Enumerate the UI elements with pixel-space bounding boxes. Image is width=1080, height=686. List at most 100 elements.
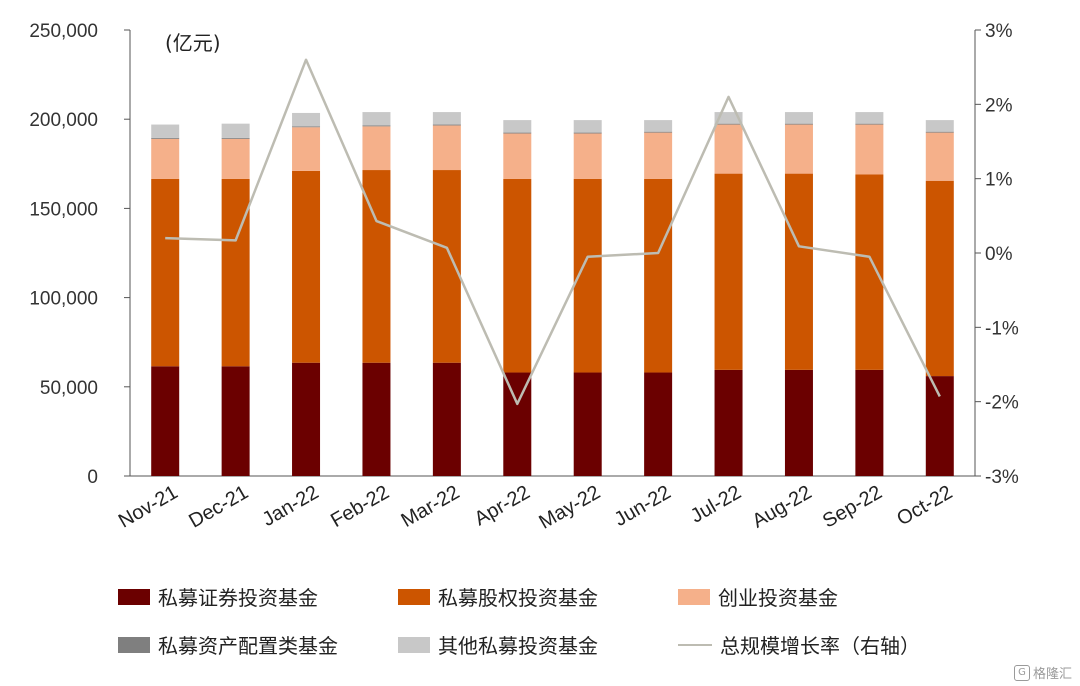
legend-swatch [398, 588, 430, 605]
x-tick-label: Jul-22 [687, 481, 745, 527]
bar-segment-1 [151, 366, 180, 476]
left-tick-label: 0 [87, 467, 98, 488]
legend-item-allocation: 私募资产配置类基金 [118, 630, 338, 659]
left-tick-label: 150,000 [29, 199, 98, 220]
legend-label: 私募证券投资基金 [158, 586, 318, 610]
legend-item-growth: 总规模增长率（右轴） [678, 630, 920, 659]
x-tick-label: Jun-22 [611, 481, 675, 531]
bar-segment-5 [784, 112, 813, 124]
bar-segment-4 [362, 125, 391, 127]
bar-segment-5 [714, 112, 743, 124]
growth-line [165, 58, 941, 406]
bar-segment-4 [503, 132, 532, 134]
legend-item-equity: 私募股权投资基金 [398, 582, 598, 611]
right-tick-label: 0% [985, 244, 1013, 265]
bar-segment-5 [573, 120, 602, 133]
bar-segment-3 [151, 138, 180, 179]
legend-label: 创业投资基金 [718, 586, 838, 610]
right-tick-label: 2% [985, 95, 1013, 116]
bar-segment-1 [503, 372, 532, 476]
legend-swatch [678, 588, 710, 605]
bar-segment-4 [644, 131, 673, 133]
bar-segment-5 [925, 120, 954, 132]
legend-item-other: 其他私募投资基金 [398, 630, 598, 659]
right-tick-label: -1% [985, 318, 1019, 339]
bar-segment-3 [855, 124, 884, 175]
unit-label: (亿元) [165, 31, 221, 55]
legend-line-swatch [678, 643, 712, 646]
bar-segment-2 [644, 178, 673, 373]
right-tick-label: -2% [985, 393, 1019, 414]
bar-segment-4 [855, 123, 884, 125]
right-tick-label: 1% [985, 170, 1013, 191]
bar-segment-1 [855, 369, 884, 476]
bar-segment-3 [432, 125, 461, 171]
legend-item-securities: 私募证券投资基金 [118, 582, 318, 611]
x-tick-label: Sep-22 [819, 481, 886, 532]
bar-segment-1 [292, 362, 321, 476]
x-tick-label: Dec-21 [185, 481, 252, 532]
bar-segment-2 [151, 178, 180, 367]
bar-segment-5 [432, 112, 461, 125]
bar-segment-3 [362, 126, 391, 171]
x-tick-label: Mar-22 [398, 481, 464, 532]
bar-segment-4 [432, 124, 461, 126]
bar-segment-5 [151, 124, 180, 138]
bars [151, 112, 954, 476]
bar-segment-3 [221, 138, 250, 179]
legend-label: 其他私募投资基金 [438, 634, 598, 658]
bar-segment-2 [925, 180, 954, 377]
bar-segment-3 [503, 133, 532, 179]
watermark: G 格隆汇 [1013, 663, 1072, 682]
left-tick-label: 100,000 [29, 289, 98, 310]
bar-segment-5 [292, 112, 321, 127]
bar-segment-2 [503, 178, 532, 373]
growth-rate-line [165, 58, 941, 406]
bar-segment-1 [784, 369, 813, 476]
legend-label: 私募股权投资基金 [438, 586, 598, 610]
bar-segment-1 [432, 362, 461, 476]
bar-segment-4 [714, 123, 743, 125]
bar-segment-3 [925, 132, 954, 181]
legend-swatch [118, 636, 150, 653]
right-tick-label: 3% [985, 21, 1013, 42]
x-tick-label: Aug-22 [749, 481, 816, 532]
bar-segment-2 [221, 178, 250, 367]
right-tick-label: -3% [985, 467, 1019, 488]
bar-segment-1 [714, 369, 743, 476]
left-tick-label: 250,000 [29, 21, 98, 42]
bar-segment-3 [784, 124, 813, 174]
bar-segment-5 [644, 120, 673, 132]
bar-segment-3 [292, 127, 321, 171]
bar-segment-1 [362, 362, 391, 476]
bar-segment-3 [714, 124, 743, 174]
bar-segment-3 [644, 132, 673, 179]
bar-segment-4 [784, 123, 813, 125]
x-tick-label: May-22 [535, 481, 604, 533]
watermark-text: 格隆汇 [1032, 667, 1072, 682]
bar-segment-1 [925, 376, 954, 476]
bar-segment-2 [714, 173, 743, 370]
bar-segment-4 [573, 132, 602, 134]
bar-segment-5 [362, 112, 391, 126]
bar-segment-1 [644, 372, 673, 476]
bar-segment-2 [432, 170, 461, 363]
bar-segment-1 [573, 372, 602, 476]
x-tick-label: Feb-22 [327, 481, 393, 532]
bar-segment-2 [855, 174, 884, 370]
bar-segment-5 [221, 123, 250, 138]
axes [124, 29, 981, 477]
bar-segment-2 [292, 170, 321, 363]
watermark-logo-icon: G [1013, 664, 1030, 681]
bar-segment-4 [151, 137, 180, 139]
x-tick-label: Apr-22 [471, 481, 534, 530]
stacked-bar-line-chart: 0 50,000 100,000 150,000 200,000 250,000 -3% -2… [29, 21, 1019, 534]
left-tick-label: 50,000 [40, 378, 98, 399]
bar-segment-5 [503, 120, 532, 133]
legend-item-venture: 创业投资基金 [678, 582, 838, 611]
legend-label: 私募资产配置类基金 [158, 634, 338, 658]
bar-segment-2 [784, 173, 813, 370]
legend-swatch [398, 636, 430, 653]
legend-label: 总规模增长率（右轴） [720, 634, 920, 658]
bar-segment-3 [573, 133, 602, 179]
